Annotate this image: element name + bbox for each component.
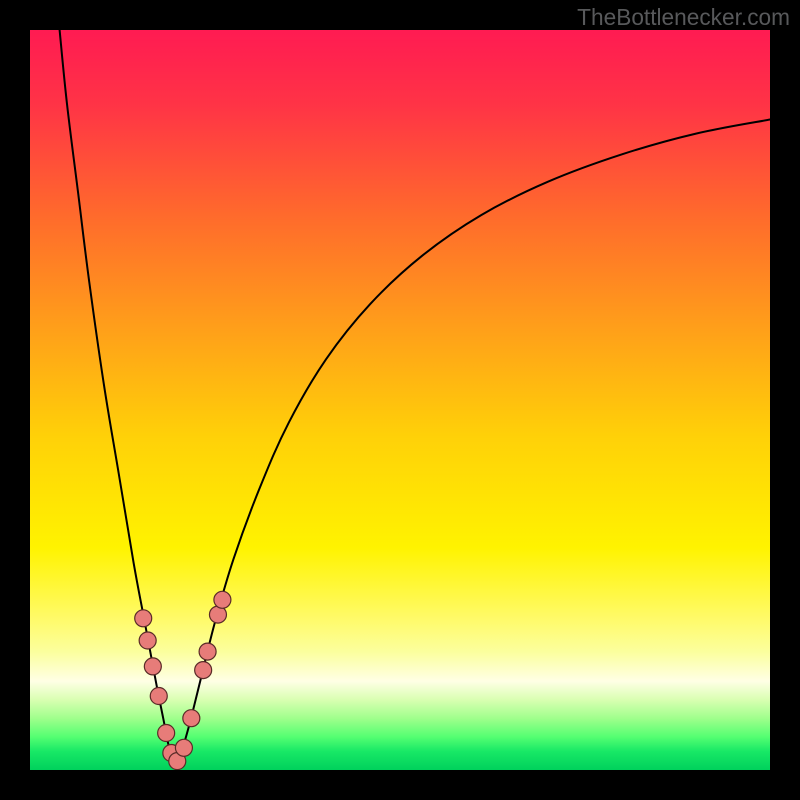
- data-marker: [139, 632, 156, 649]
- data-marker: [199, 643, 216, 660]
- chart-frame: TheBottlenecker.com: [0, 0, 800, 800]
- data-marker: [135, 610, 152, 627]
- data-marker: [214, 591, 231, 608]
- data-marker: [175, 739, 192, 756]
- data-marker: [144, 658, 161, 675]
- data-marker: [158, 725, 175, 742]
- bottleneck-curve: [60, 30, 770, 764]
- data-marker: [150, 688, 167, 705]
- data-marker: [183, 710, 200, 727]
- data-marker: [195, 662, 212, 679]
- watermark-text: TheBottlenecker.com: [577, 4, 790, 31]
- plot-area: [30, 30, 770, 770]
- curve-layer: [30, 30, 770, 770]
